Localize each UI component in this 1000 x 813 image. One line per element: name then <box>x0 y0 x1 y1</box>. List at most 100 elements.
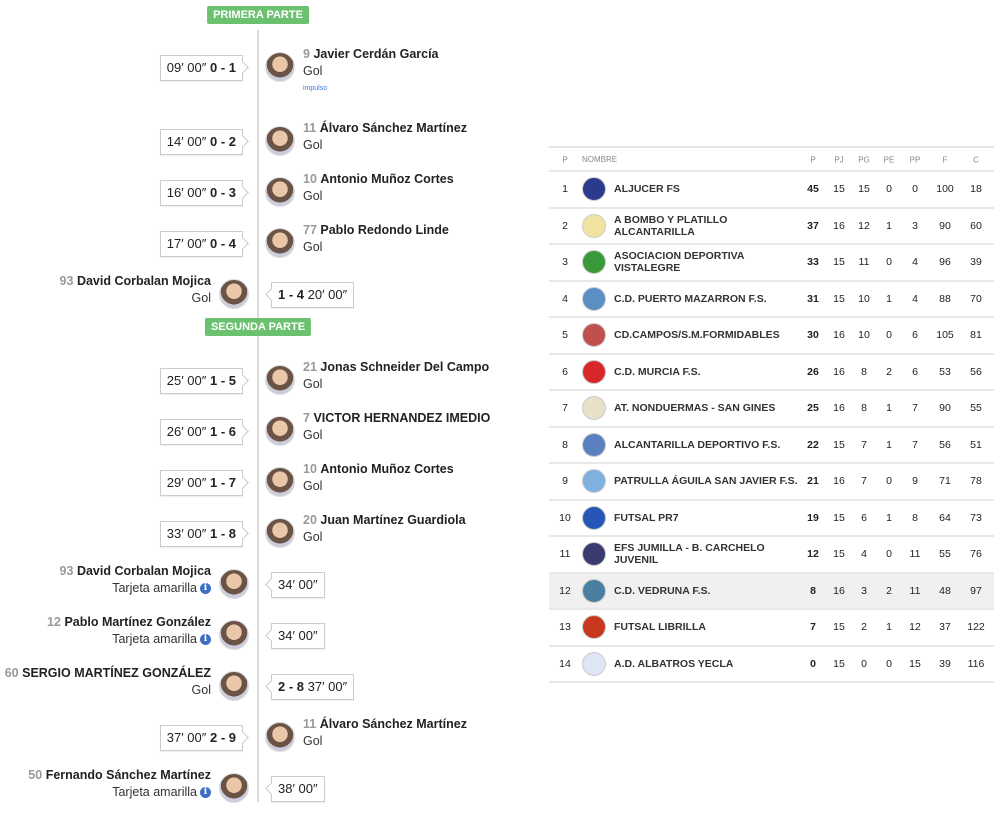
table-row[interactable]: AT. NONDUERMAS - SAN GINES 7 25 16 8 1 7 90 55 <box>549 391 994 428</box>
event-time-box: 17′ 00″ 0 - 4 <box>159 231 243 257</box>
player-name[interactable]: David Corbalan Mojica <box>76 274 211 288</box>
player-name[interactable]: Javier Cerdán García <box>313 47 439 61</box>
info-icon[interactable]: i <box>200 634 211 646</box>
team-name[interactable]: A BOMBO Y PLATILLO ALCANTARILLA <box>614 213 728 238</box>
player-name[interactable]: Fernando Sánchez Martínez <box>45 768 211 782</box>
team-name[interactable]: FUTSAL PR7 <box>614 511 679 524</box>
table-row[interactable]: C.D. PUERTO MAZARRON F.S. 4 31 15 10 1 4 88 70 <box>549 282 994 318</box>
event-type: Gol <box>303 479 323 493</box>
player-avatar[interactable] <box>265 416 295 446</box>
table-row[interactable]: CD.CAMPOS/S.M.FORMIDABLES 5 30 16 10 0 6 105 81 <box>549 318 994 355</box>
player-number: 20 <box>303 513 317 527</box>
team-name[interactable]: ASOCIACION DEPORTIVA VISTALEGRE <box>614 250 745 275</box>
table-row[interactable]: FUTSAL LIBRILLA 13 7 15 2 1 12 37 122 <box>549 610 994 647</box>
player-avatar[interactable] <box>265 722 295 752</box>
event-score: 1 - 6 <box>209 424 236 439</box>
col-drawn[interactable]: PE <box>883 155 895 165</box>
player-name[interactable]: Pablo Martínez González <box>64 615 211 629</box>
cell-drawn: 2 <box>886 365 892 378</box>
cell-lost: 15 <box>909 657 921 670</box>
cell-drawn: 0 <box>886 548 892 561</box>
player-name[interactable]: VICTOR HERNANDEZ IMEDIO <box>313 411 491 425</box>
cell-lost: 4 <box>912 292 918 305</box>
player-avatar[interactable] <box>265 126 295 156</box>
player-avatar[interactable] <box>219 671 249 701</box>
player-name[interactable]: Álvaro Sánchez Martínez <box>319 121 467 135</box>
team-name[interactable]: ALJUCER FS <box>614 183 680 196</box>
team-name[interactable]: EFS JUMILLA - B. CARCHELO JUVENIL <box>614 542 765 567</box>
player-name[interactable]: SERGIO MARTÍNEZ GONZÁLEZ <box>22 666 211 680</box>
player-name[interactable]: Álvaro Sánchez Martínez <box>319 717 467 731</box>
table-row[interactable]: PATRULLA ÁGUILA SAN JAVIER F.S. 9 21 16 7 0 9 7… <box>549 464 994 501</box>
team-name[interactable]: FUTSAL LIBRILLA <box>614 621 706 634</box>
info-icon[interactable]: i <box>200 583 211 595</box>
cell-goals-for: 39 <box>939 657 951 670</box>
team-name[interactable]: C.D. PUERTO MAZARRON F.S. <box>614 292 767 305</box>
player-avatar[interactable] <box>219 773 249 803</box>
table-row[interactable]: A BOMBO Y PLATILLO ALCANTARILLA 2 37 16 12 1 3… <box>549 209 994 245</box>
table-row[interactable]: ALCANTARILLA DEPORTIVO F.S. 8 22 15 7 1 7 56 51 <box>549 428 994 464</box>
table-row[interactable]: EFS JUMILLA - B. CARCHELO JUVENIL 11 12 15 4… <box>549 537 994 574</box>
event-time-box: 34′ 00″ <box>271 572 325 598</box>
team-name[interactable]: C.D. MURCIA F.S. <box>614 365 701 378</box>
timeline-event: 09′ 00″ 0 - 1 9 Javier Cerdán García Gol… <box>0 46 540 92</box>
col-played[interactable]: PJ <box>834 155 844 165</box>
col-points[interactable]: P <box>810 155 816 165</box>
player-name[interactable]: Antonio Muñoz Cortes <box>320 172 454 186</box>
first-half-badge: PRIMERA PARTE <box>207 6 309 24</box>
info-icon[interactable]: i <box>200 787 211 799</box>
player-avatar[interactable] <box>219 279 249 309</box>
team-name[interactable]: ALCANTARILLA DEPORTIVO F.S. <box>614 438 781 451</box>
cell-points: 19 <box>807 511 819 524</box>
player-name[interactable]: Antonio Muñoz Cortes <box>320 462 454 476</box>
player-name[interactable]: Pablo Redondo Linde <box>320 223 449 237</box>
player-name[interactable]: Jonas Schneider Del Campo <box>320 360 490 374</box>
team-name[interactable]: A.D. ALBATROS YECLA <box>614 657 734 670</box>
event-time: 37′ 00″ <box>166 730 207 745</box>
event-time: 16′ 00″ <box>166 185 207 200</box>
col-name[interactable]: NOMBRE <box>582 155 618 164</box>
table-row[interactable]: ASOCIACION DEPORTIVA VISTALEGRE 3 33 15 11 0 4… <box>549 245 994 282</box>
cell-won: 15 <box>858 183 870 196</box>
cell-lost: 7 <box>912 438 918 451</box>
player-name[interactable]: Juan Martínez Guardiola <box>320 513 466 527</box>
player-avatar[interactable] <box>265 518 295 548</box>
cell-points: 33 <box>807 256 819 269</box>
col-lost[interactable]: PP <box>909 155 921 165</box>
table-row[interactable]: C.D. MURCIA F.S. 6 26 16 8 2 6 53 56 <box>549 355 994 391</box>
event-link[interactable]: impulso <box>303 85 328 92</box>
cell-won: 3 <box>861 584 867 597</box>
player-number: 50 <box>28 768 43 782</box>
player-avatar[interactable] <box>265 177 295 207</box>
player-avatar[interactable] <box>265 52 295 82</box>
table-row[interactable]: A.D. ALBATROS YECLA 14 0 15 0 0 15 39 116 <box>549 647 994 683</box>
team-name[interactable]: CD.CAMPOS/S.M.FORMIDABLES <box>614 329 780 342</box>
event-time-box: 38′ 00″ <box>271 776 325 802</box>
timeline-event: 38′ 00″ 50 Fernando Sánchez Martínez Tar… <box>0 767 540 813</box>
player-name[interactable]: David Corbalan Mojica <box>76 564 211 578</box>
table-row[interactable]: FUTSAL PR7 10 19 15 6 1 8 64 73 <box>549 501 994 537</box>
table-row[interactable]: ALJUCER FS 1 45 15 15 0 0 100 18 <box>549 172 994 209</box>
cell-points: 0 <box>810 657 816 670</box>
cell-goals-against: 116 <box>967 657 985 670</box>
player-avatar[interactable] <box>265 228 295 258</box>
player-avatar[interactable] <box>219 620 249 650</box>
event-type: Gol <box>303 377 323 391</box>
table-row[interactable]: C.D. VEDRUNA F.S. 12 8 16 3 2 11 48 97 <box>549 573 994 610</box>
col-pos[interactable]: P <box>562 155 568 165</box>
cell-goals-for: 71 <box>939 475 951 488</box>
player-avatar[interactable] <box>265 467 295 497</box>
col-against[interactable]: C <box>973 155 979 165</box>
col-for[interactable]: F <box>942 155 948 165</box>
cell-goals-for: 90 <box>939 402 951 415</box>
team-logo-icon <box>582 615 606 640</box>
cell-lost: 8 <box>912 511 918 524</box>
team-name[interactable]: PATRULLA ÁGUILA SAN JAVIER F.S. <box>614 475 798 488</box>
timeline-event: 25′ 00″ 1 - 5 21 Jonas Schneider Del Cam… <box>0 359 540 405</box>
player-avatar[interactable] <box>219 569 249 599</box>
team-logo-icon <box>582 177 606 202</box>
team-name[interactable]: AT. NONDUERMAS - SAN GINES <box>614 402 776 415</box>
col-won[interactable]: PG <box>858 155 870 165</box>
player-avatar[interactable] <box>265 365 295 395</box>
team-name[interactable]: C.D. VEDRUNA F.S. <box>614 584 711 597</box>
